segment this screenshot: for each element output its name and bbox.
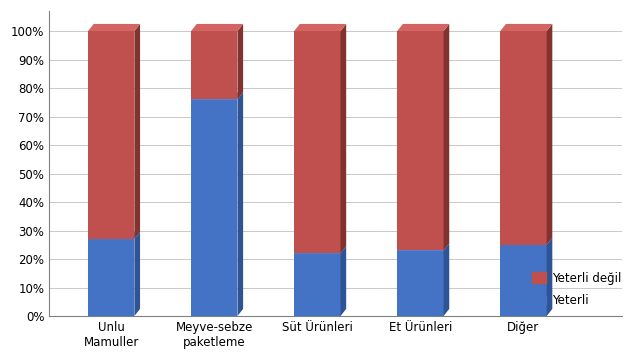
Polygon shape bbox=[444, 24, 449, 251]
Polygon shape bbox=[500, 31, 547, 245]
Polygon shape bbox=[500, 245, 547, 316]
Polygon shape bbox=[191, 31, 237, 99]
Polygon shape bbox=[134, 232, 140, 316]
Polygon shape bbox=[397, 243, 449, 251]
Polygon shape bbox=[191, 99, 237, 316]
Polygon shape bbox=[500, 238, 553, 245]
Polygon shape bbox=[341, 24, 346, 253]
Polygon shape bbox=[444, 243, 449, 316]
Polygon shape bbox=[397, 251, 444, 316]
Polygon shape bbox=[294, 246, 346, 253]
Polygon shape bbox=[294, 31, 341, 253]
Polygon shape bbox=[237, 92, 243, 316]
Polygon shape bbox=[237, 24, 243, 99]
Polygon shape bbox=[88, 24, 140, 31]
Polygon shape bbox=[134, 24, 140, 239]
Polygon shape bbox=[88, 31, 134, 239]
Polygon shape bbox=[397, 31, 444, 251]
Polygon shape bbox=[547, 238, 553, 316]
Polygon shape bbox=[341, 246, 346, 316]
Polygon shape bbox=[88, 232, 140, 239]
Polygon shape bbox=[397, 24, 449, 31]
Polygon shape bbox=[294, 253, 341, 316]
Polygon shape bbox=[88, 239, 134, 316]
Polygon shape bbox=[547, 24, 553, 245]
Polygon shape bbox=[500, 24, 553, 31]
Legend: Yeterli değil, Yeterli: Yeterli değil, Yeterli bbox=[532, 272, 622, 307]
Polygon shape bbox=[191, 24, 243, 31]
Polygon shape bbox=[191, 92, 243, 99]
Polygon shape bbox=[294, 24, 346, 31]
